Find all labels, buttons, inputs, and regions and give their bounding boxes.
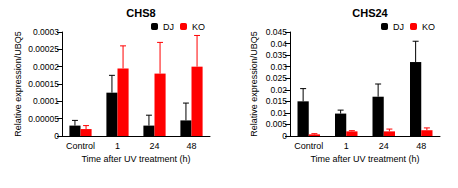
svg-text:1: 1 [344, 141, 349, 151]
svg-text:0.045: 0.045 [266, 27, 288, 37]
svg-text:48: 48 [186, 141, 196, 151]
svg-text:0.005: 0.005 [266, 119, 288, 129]
svg-text:0.0002: 0.0002 [33, 62, 59, 72]
svg-text:0.00025: 0.00025 [28, 44, 59, 54]
svg-text:Time after UV treatment (h): Time after UV treatment (h) [81, 154, 190, 164]
svg-text:DJ: DJ [163, 22, 174, 32]
svg-text:0.0003: 0.0003 [33, 27, 59, 37]
svg-text:0.04: 0.04 [270, 39, 287, 49]
svg-text:0.035: 0.035 [266, 50, 288, 60]
svg-text:0.00005: 0.00005 [28, 114, 59, 124]
svg-text:KO: KO [192, 22, 205, 32]
svg-text:0.015: 0.015 [266, 96, 288, 106]
svg-text:Control: Control [294, 141, 323, 151]
svg-text:0: 0 [282, 131, 287, 141]
svg-text:Relative expression/UBQ5: Relative expression/UBQ5 [13, 31, 23, 137]
svg-text:0.025: 0.025 [266, 73, 288, 83]
svg-text:DJ: DJ [393, 22, 404, 32]
svg-text:0.01: 0.01 [270, 108, 287, 118]
svg-text:1: 1 [115, 141, 120, 151]
svg-text:Control: Control [66, 141, 95, 151]
svg-text:48: 48 [416, 141, 426, 151]
svg-text:Relative expression/UBQ5: Relative expression/UBQ5 [249, 31, 259, 137]
svg-text:KO: KO [422, 22, 435, 32]
svg-text:CHS24: CHS24 [352, 7, 388, 19]
svg-text:0.03: 0.03 [270, 62, 287, 72]
svg-text:Time after UV treatment (h): Time after UV treatment (h) [310, 154, 419, 164]
svg-text:0.00015: 0.00015 [28, 79, 59, 89]
svg-text:CHS8: CHS8 [126, 7, 155, 19]
svg-text:0.02: 0.02 [270, 85, 287, 95]
svg-text:24: 24 [379, 141, 389, 151]
svg-text:0: 0 [54, 131, 59, 141]
svg-text:0.0001: 0.0001 [33, 96, 59, 106]
svg-text:24: 24 [149, 141, 159, 151]
